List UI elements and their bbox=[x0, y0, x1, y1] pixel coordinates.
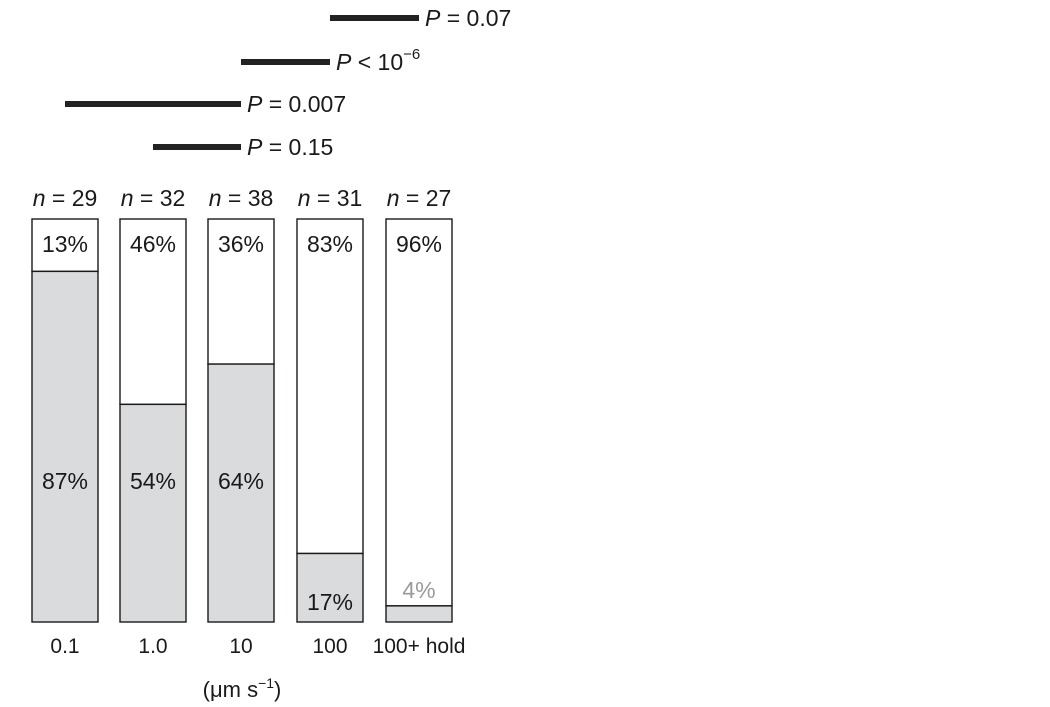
category-label: 100+ hold bbox=[373, 635, 466, 658]
bar-segment-lower bbox=[296, 552, 364, 623]
n-label: n = 38 bbox=[209, 185, 274, 211]
bar-label-lower: 17% bbox=[307, 589, 353, 615]
bar-segment-lower bbox=[31, 270, 99, 623]
bar-label-lower: 64% bbox=[218, 468, 264, 494]
bar-segment-lower bbox=[119, 403, 187, 623]
bar-segment-lower bbox=[385, 605, 453, 623]
bar-segment-upper bbox=[31, 218, 99, 273]
bar-label-upper: 46% bbox=[130, 231, 176, 257]
category-label: 1.0 bbox=[138, 635, 167, 658]
bar-segment-upper bbox=[119, 218, 187, 406]
category-label: 100 bbox=[312, 635, 347, 658]
p-value-label: P = 0.07 bbox=[425, 5, 511, 31]
bar-label-upper: 96% bbox=[396, 231, 442, 257]
p-value-label: P = 0.007 bbox=[247, 91, 346, 117]
bar-segment-lower bbox=[207, 363, 275, 623]
bar-label-lower: 87% bbox=[42, 468, 88, 494]
p-value-label: P = 0.15 bbox=[247, 134, 333, 160]
bar-segment-upper bbox=[296, 218, 364, 555]
category-label: 0.1 bbox=[50, 635, 79, 658]
n-label: n = 29 bbox=[33, 185, 98, 211]
bar-label-lower: 4% bbox=[402, 577, 435, 603]
bar-label-lower: 54% bbox=[130, 468, 176, 494]
bar-label-upper: 36% bbox=[218, 231, 264, 257]
bar-label-upper: 83% bbox=[307, 231, 353, 257]
bar-segment-upper bbox=[207, 218, 275, 365]
n-label: n = 31 bbox=[298, 185, 363, 211]
n-label: n = 32 bbox=[121, 185, 186, 211]
x-axis-unit-label: (μm s−1) bbox=[203, 675, 282, 702]
bar-label-upper: 13% bbox=[42, 231, 88, 257]
n-label: n = 27 bbox=[387, 185, 452, 211]
bar-segment-upper bbox=[385, 218, 453, 607]
p-value-label: P < 10−6 bbox=[336, 46, 420, 75]
category-label: 10 bbox=[229, 635, 252, 658]
